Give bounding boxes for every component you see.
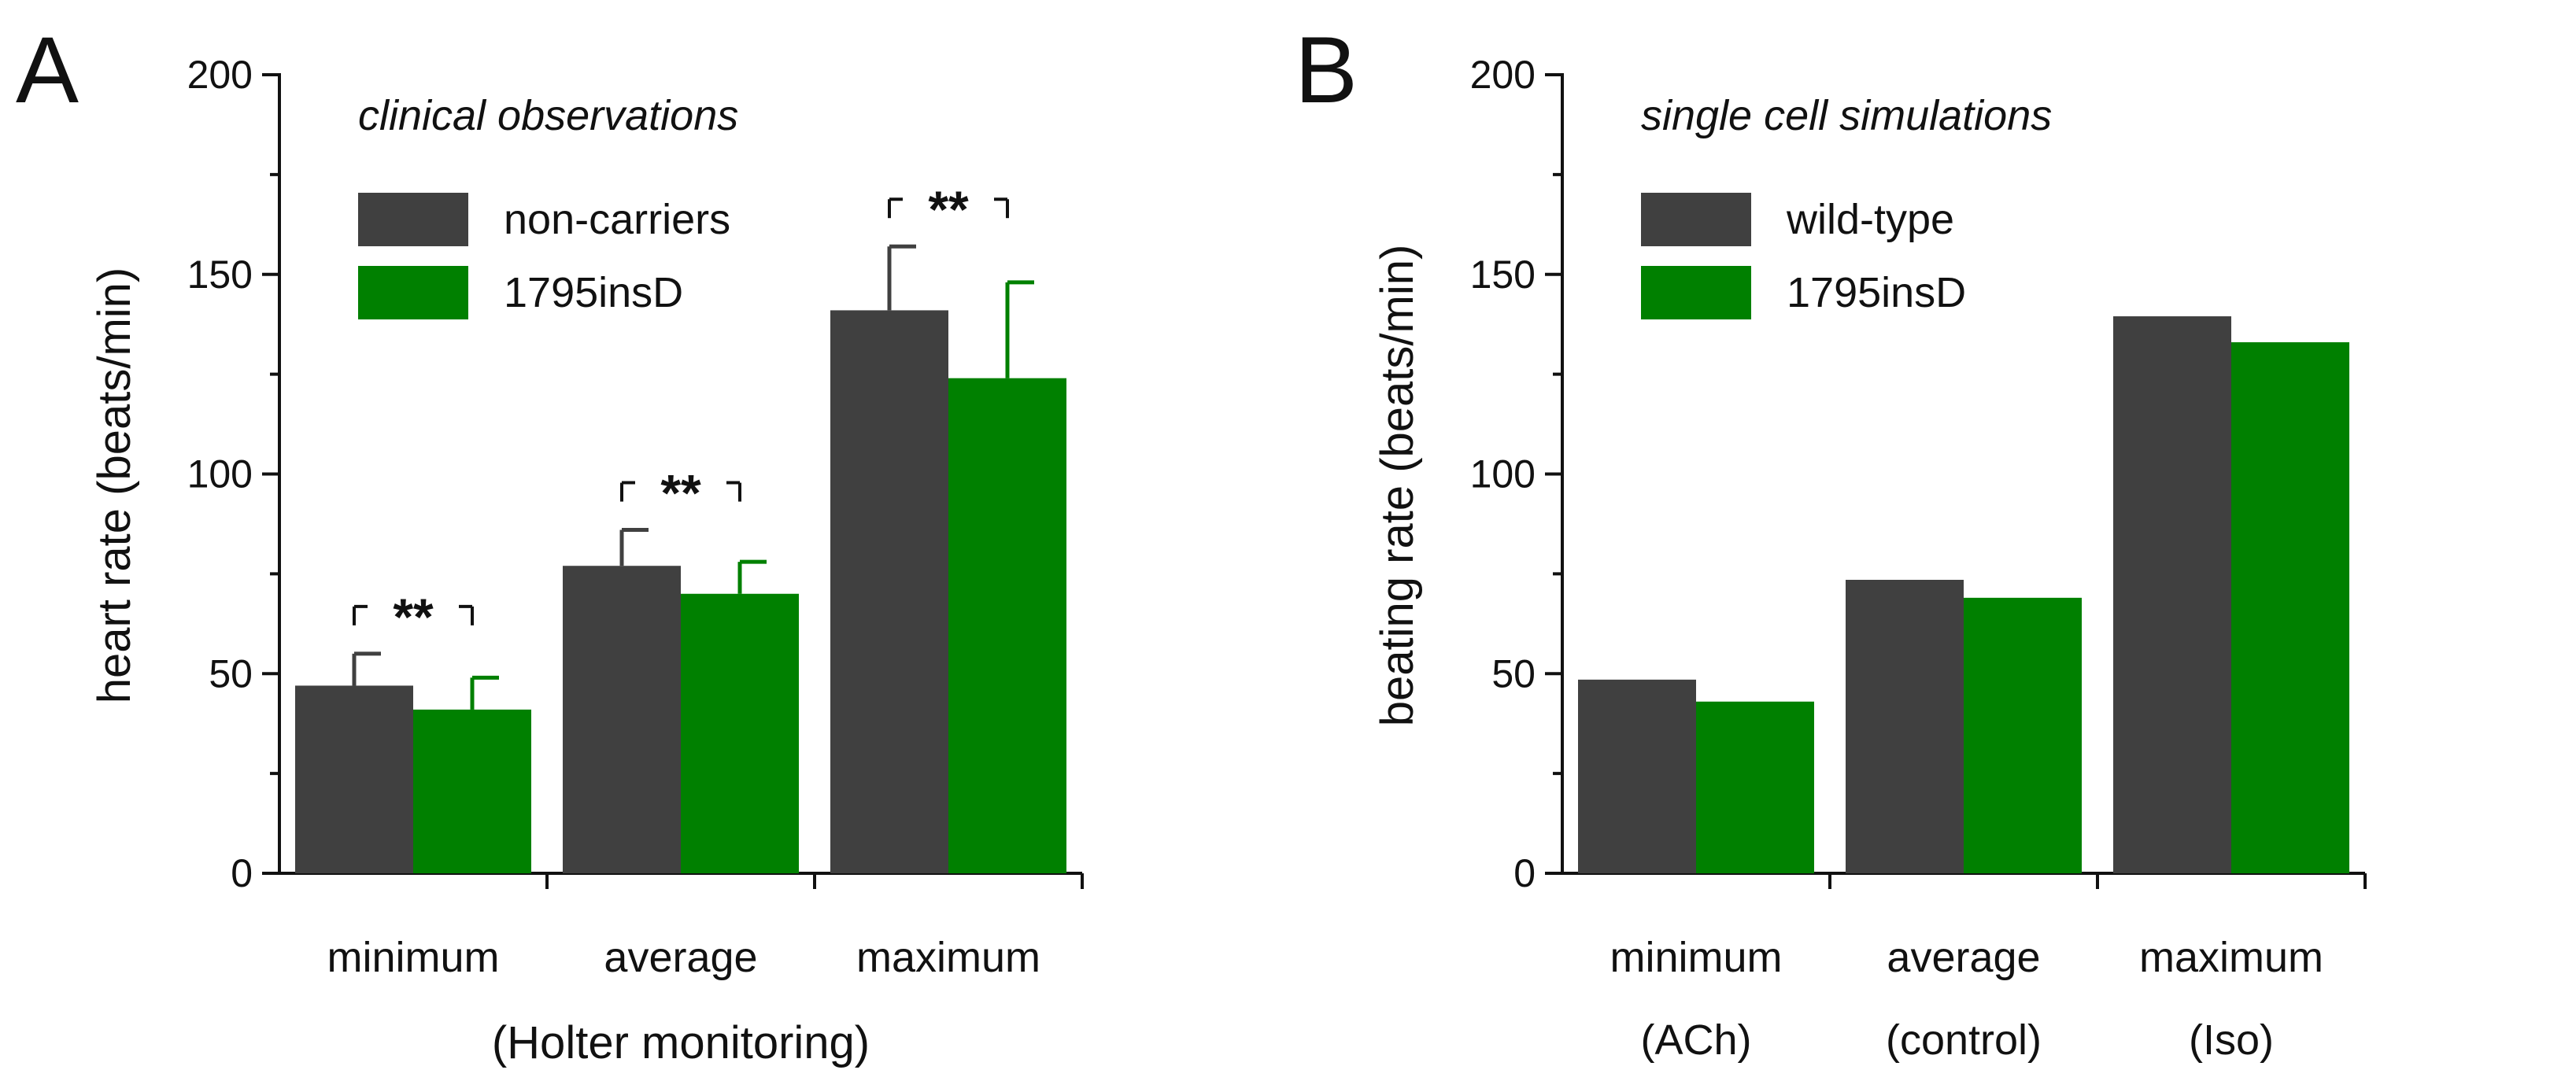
panel-b-legend: wild-type 1795insD	[1641, 193, 1966, 319]
panel-b-bars	[1578, 316, 2349, 874]
panel-a-legend-swatch-non-carriers	[358, 193, 468, 246]
b-category-label-minimum: minimum	[1610, 934, 1782, 981]
panel-a-legend-label-non-carriers: non-carriers	[504, 196, 730, 243]
panel-a-letter: A	[16, 17, 79, 123]
b-y-tick-label: 0	[1513, 851, 1536, 895]
b-bar-1795insd-maximum	[2231, 342, 2349, 873]
a-category-label-average: average	[604, 934, 757, 981]
a-bar-1795insd-minimum	[413, 709, 531, 873]
panel-b-y-axis-label: beating rate (beats/min)	[1372, 245, 1423, 727]
panel-b-legend-swatch-1795insd	[1641, 266, 1751, 319]
panel-a-legend-label-1795insd: 1795insD	[504, 269, 683, 316]
a-y-tick-label: 100	[187, 452, 253, 496]
a-y-tick-label: 0	[231, 851, 253, 895]
panel-a-axes: 0 50 100 150 200 minimum average maximum	[187, 53, 1084, 981]
significance-label: **	[660, 464, 701, 522]
a-category-label-maximum: maximum	[856, 934, 1040, 981]
panel-a-legend-swatch-1795insd	[358, 266, 468, 319]
b-y-tick-label: 100	[1470, 452, 1536, 496]
b-category-sublabel: (Iso)	[2189, 1016, 2274, 1064]
b-y-tick-label: 200	[1470, 53, 1536, 97]
panel-a-y-axis-label: heart rate (beats/min)	[89, 267, 140, 703]
a-y-tick-label: 200	[187, 53, 253, 97]
b-category-sublabel: (ACh)	[1640, 1016, 1751, 1064]
b-bar-wild-type-maximum	[2113, 316, 2231, 874]
panel-a-bars	[295, 244, 1066, 873]
panel-b-legend-label-1795insd: 1795insD	[1787, 269, 1966, 316]
panel-a-significance: ** ** **	[353, 180, 1009, 646]
panel-a-legend: non-carriers 1795insD	[358, 193, 730, 319]
b-bar-wild-type-minimum	[1578, 679, 1696, 873]
panel-a-x-axis-label: (Holter monitoring)	[492, 1017, 870, 1068]
b-category-sublabel: (control)	[1886, 1016, 2042, 1064]
b-bar-wild-type-average	[1846, 579, 1964, 873]
significance-label-gap	[635, 474, 726, 491]
a-bar-1795insd-maximum	[948, 378, 1066, 873]
significance-label-gap	[368, 598, 459, 614]
panel-b-subtitle: single cell simulations	[1641, 92, 2052, 139]
a-bar-1795insd-average	[681, 593, 799, 873]
b-category-label-maximum: maximum	[2139, 934, 2323, 981]
panel-b-legend-label-wild-type: wild-type	[1786, 196, 1954, 243]
a-bar-non-carriers-minimum	[295, 685, 413, 873]
a-category-label-minimum: minimum	[327, 934, 499, 981]
panel-a: A clinical observations heart rate (beat…	[16, 17, 1084, 1068]
a-y-tick-label: 150	[187, 253, 253, 297]
panel-b-letter: B	[1295, 17, 1358, 123]
b-bar-1795insd-minimum	[1696, 701, 1814, 873]
a-y-tick-label: 50	[209, 651, 253, 695]
significance-label: **	[393, 588, 434, 646]
panel-b: B single cell simulations beating rate (…	[1295, 17, 2367, 1064]
a-bar-non-carriers-maximum	[830, 310, 948, 873]
b-y-tick-label: 50	[1491, 651, 1536, 695]
b-category-label-average: average	[1887, 934, 2040, 981]
significance-label: **	[928, 180, 969, 238]
a-bar-non-carriers-average	[563, 566, 681, 873]
panel-a-subtitle: clinical observations	[358, 92, 738, 139]
significance-label-gap	[903, 191, 994, 208]
b-y-tick-label: 150	[1470, 253, 1536, 297]
b-bar-1795insd-average	[1964, 597, 2082, 873]
panel-b-legend-swatch-wild-type	[1641, 193, 1751, 246]
